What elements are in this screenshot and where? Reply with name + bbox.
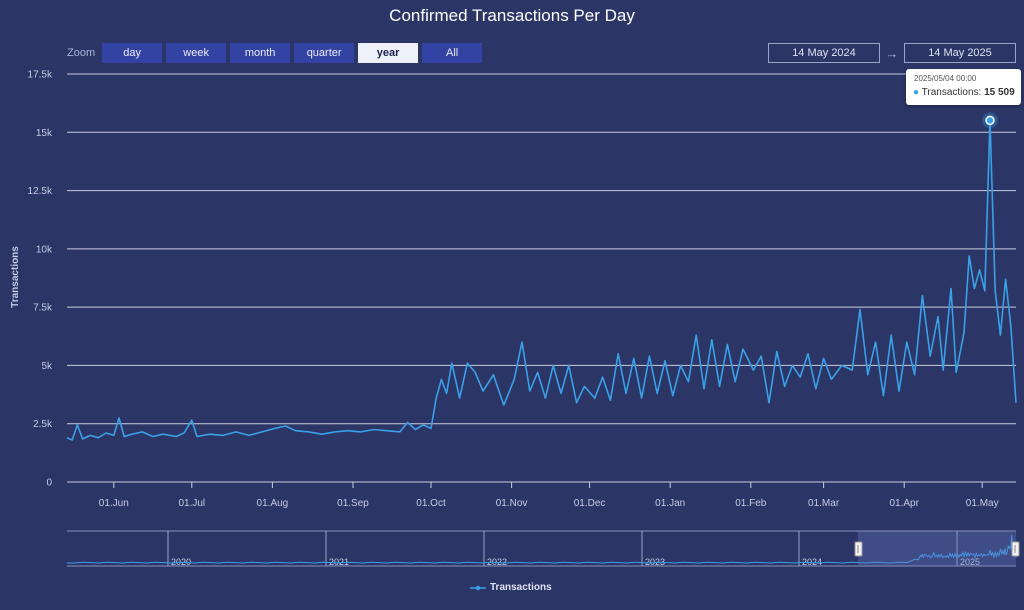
zoom-day-button[interactable]: day bbox=[102, 43, 163, 63]
x-tick-label: 01.Jun bbox=[99, 498, 129, 509]
x-tick-label: 01.Aug bbox=[257, 498, 289, 509]
navigator-selection bbox=[858, 531, 1016, 566]
navigator-year-label: 2024 bbox=[802, 557, 822, 567]
x-tick-label: 01.Dec bbox=[574, 498, 606, 509]
tooltip: 2025/05/04 00:00 ● Transactions: 15 509 bbox=[906, 69, 1021, 105]
x-tick-label: 01.Mar bbox=[808, 498, 840, 509]
navigator: 2020 2021 2022 2023 2024 2025 bbox=[67, 530, 1020, 567]
x-tick-label: 01.Apr bbox=[889, 498, 919, 509]
tooltip-date: 2025/05/04 00:00 bbox=[914, 74, 977, 83]
hover-point bbox=[985, 115, 995, 126]
x-tick-label: 01.Jul bbox=[178, 498, 205, 509]
navigator-year-label: 2022 bbox=[487, 557, 507, 567]
navigator-year-label: 2025 bbox=[960, 557, 980, 567]
legend-line-icon bbox=[470, 585, 486, 590]
navigator-year-label: 2023 bbox=[645, 557, 665, 567]
zoom-year-button[interactable]: year bbox=[358, 43, 419, 63]
series-transactions bbox=[66, 119, 1017, 441]
range-to-input[interactable]: 14 May 2025 bbox=[904, 43, 1016, 63]
zoom-week-button[interactable]: week bbox=[166, 43, 227, 63]
zoom-controls: Zoom day week month quarter year All bbox=[67, 43, 483, 63]
y-tick-label: 15k bbox=[36, 128, 53, 139]
tooltip-series-name: Transactions bbox=[921, 87, 979, 98]
y-tick-label: 5k bbox=[41, 361, 53, 372]
navigator-year-label: 2021 bbox=[329, 557, 349, 567]
y-tick-label: 7.5k bbox=[33, 303, 53, 314]
zoom-label: Zoom bbox=[67, 47, 96, 59]
y-tick-label: 2.5k bbox=[33, 419, 53, 430]
y-tick-label: 12.5k bbox=[28, 186, 53, 197]
x-tick-label: 01.Jan bbox=[655, 498, 685, 509]
zoom-all-button[interactable]: All bbox=[422, 43, 483, 63]
tooltip-value: 15 509 bbox=[984, 87, 1015, 98]
date-range-selector: 14 May 2024 → 14 May 2025 bbox=[768, 43, 1016, 63]
y-axis-ticks: 0 2.5k 5k 7.5k 10k 12.5k 15k 17.5k bbox=[28, 70, 53, 489]
x-tick-label: 01.Nov bbox=[496, 498, 528, 509]
hover-marker bbox=[982, 112, 998, 129]
y-tick-label: 10k bbox=[36, 244, 53, 255]
chart-title: Confirmed Transactions Per Day bbox=[389, 6, 635, 25]
legend-label: Transactions bbox=[490, 582, 552, 593]
navigator-series-line bbox=[67, 534, 1017, 564]
y-tick-label: 17.5k bbox=[28, 70, 53, 81]
range-arrow: → bbox=[885, 45, 899, 61]
x-tick-label: 01.May bbox=[966, 498, 999, 509]
tooltip-row: ● Transactions: 15 509 bbox=[913, 87, 1015, 98]
series-line-transactions bbox=[66, 119, 1017, 441]
x-tick-label: 01.Feb bbox=[735, 498, 767, 509]
y-axis-label: Transactions bbox=[10, 246, 21, 308]
x-axis-ticks: 01.Jun 01.Jul 01.Aug 01.Sep 01.Oct 01.Nov 01.D… bbox=[99, 482, 999, 509]
y-tick-label: 0 bbox=[46, 478, 52, 489]
x-tick-label: 01.Oct bbox=[416, 498, 446, 509]
x-tick-label: 01.Sep bbox=[337, 498, 369, 509]
tooltip-series-dot: ● bbox=[913, 87, 920, 98]
legend-item-transactions[interactable]: Transactions bbox=[470, 582, 552, 593]
zoom-month-button[interactable]: month bbox=[230, 43, 291, 63]
zoom-quarter-button[interactable]: quarter bbox=[294, 43, 355, 63]
grid-lines bbox=[67, 73, 1016, 483]
range-from-input[interactable]: 14 May 2024 bbox=[768, 43, 880, 63]
